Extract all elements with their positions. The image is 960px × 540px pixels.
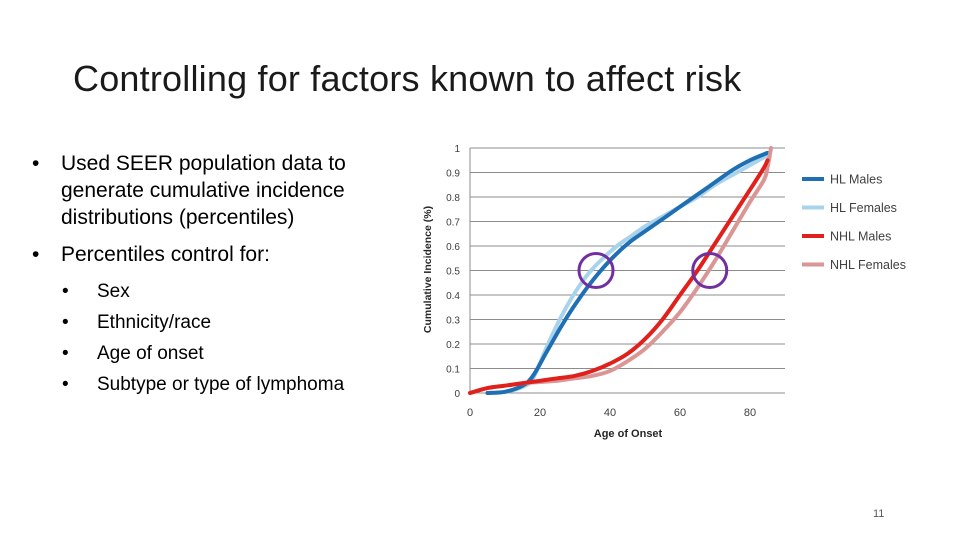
x-tick-label: 80 — [744, 407, 756, 419]
x-tick-label: 0 — [467, 407, 473, 419]
slide-title: Controlling for factors known to affect … — [73, 58, 742, 99]
bullet-list: • Used SEER population data to generate … — [28, 150, 418, 400]
bullet-marker: • — [62, 281, 69, 302]
sub-bullet-list: • Sex • Ethnicity/race • Age of onset • … — [62, 276, 418, 400]
y-tick-label: 0.1 — [446, 365, 460, 376]
series-line-hl-males — [485, 150, 770, 395]
bullet-marker: • — [62, 374, 69, 395]
x-tick-label: 40 — [604, 407, 616, 419]
annotation-circle — [691, 252, 729, 289]
x-axis-label: Age of Onset — [594, 428, 663, 440]
cumulative-incidence-chart: 0 0.1 0.2 0.3 0.4 0.5 0.6 0.7 0.8 0.9 1 0 20 40 60 80 Ag… — [422, 144, 906, 440]
sub-bullet-text: Sex — [97, 281, 130, 302]
legend-label: NHL Males — [830, 230, 891, 244]
sub-bullet-text: Age of onset — [97, 343, 204, 364]
bullet-marker: • — [62, 343, 69, 364]
sub-bullet-item: • Sex — [62, 276, 418, 307]
sub-bullet-text: Ethnicity/race — [97, 312, 212, 333]
y-tick-label: 0.6 — [446, 242, 460, 253]
y-tick-label: 0.7 — [446, 218, 460, 229]
bullet-marker: • — [32, 152, 40, 175]
bullet-text: Percentiles control for: — [61, 243, 270, 266]
legend-label: NHL Females — [830, 258, 906, 272]
annotation-circle — [577, 252, 615, 289]
y-tick-label: 0.2 — [446, 340, 460, 351]
y-tick-label: 0.5 — [446, 267, 460, 278]
sub-bullet-item: • Age of onset — [62, 338, 418, 369]
y-tick-label: 1 — [454, 144, 460, 155]
bullet-marker: • — [32, 243, 40, 266]
x-tick-label: 60 — [674, 407, 686, 419]
y-tick-label: 0.9 — [446, 169, 460, 180]
bullet-text: Used SEER population data to generate cu… — [61, 152, 346, 229]
slide-number: 11 — [873, 508, 885, 520]
sub-bullet-text: Subtype or type of lymphoma — [97, 374, 345, 395]
sub-bullet-item: • Subtype or type of lymphoma — [62, 369, 418, 400]
y-axis-label: Cumulative Incidence (%) — [422, 206, 434, 333]
legend-label: HL Females — [830, 201, 897, 215]
legend-label: HL Males — [830, 173, 882, 187]
series-line-nhl-males — [468, 158, 770, 395]
y-tick-label: 0 — [454, 389, 460, 400]
sub-bullet-item: • Ethnicity/race — [62, 307, 418, 338]
bullet-marker: • — [62, 312, 69, 333]
y-tick-label: 0.8 — [446, 193, 460, 204]
y-tick-label: 0.3 — [446, 316, 460, 327]
x-tick-label: 20 — [534, 407, 546, 419]
bullet-item: • Used SEER population data to generate … — [28, 150, 418, 231]
bullet-item: • Percentiles control for: — [28, 241, 418, 268]
y-tick-label: 0.4 — [446, 291, 460, 302]
